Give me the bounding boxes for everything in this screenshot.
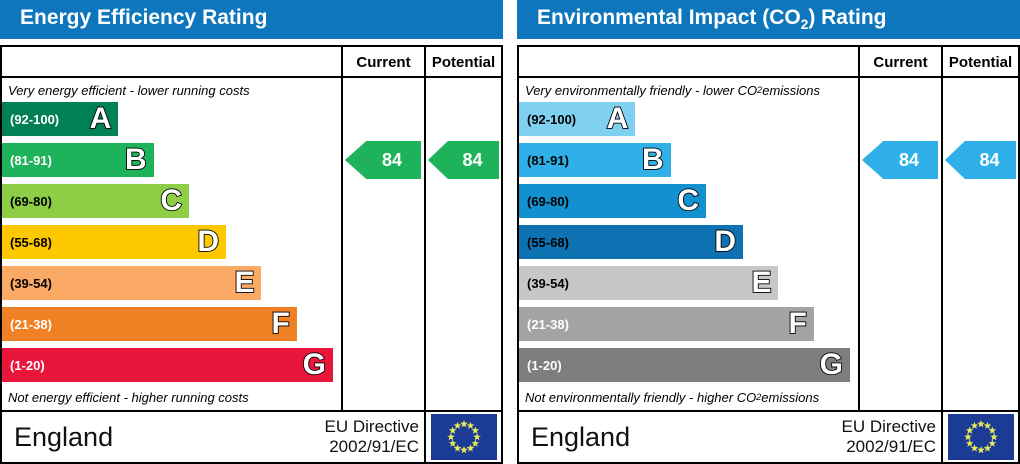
band-range: (55-68) [10,234,52,250]
band-letter: A [606,101,629,136]
potential-column-header: Potential [431,54,496,71]
eu-directive-label: EU Directive 2002/91/EC [841,416,936,456]
eu-flag-icon [430,414,497,460]
top-note: Very energy efficient - lower running co… [8,82,250,98]
band-letter: E [234,265,256,300]
chart-footer: England EU Directive 2002/91/EC [0,412,503,464]
potential-rating-arrow: 84 [428,141,499,179]
band-letter: G [819,347,844,382]
band-e: (39-54) E [2,265,262,300]
band-range: (39-54) [527,275,569,291]
band-a: (92-100) A [2,101,119,136]
potential-rating-arrow: 84 [945,141,1016,179]
band-letter: A [89,101,112,136]
current-rating-value: 84 [898,149,920,170]
current-rating-arrow: 84 [862,141,938,179]
band-f: (21-38) F [519,306,814,341]
band-range: (69-80) [10,193,52,209]
region-label: England [531,421,631,452]
flag-cell [941,412,1018,462]
band-e: (39-54) E [519,265,779,300]
band-b: (81-91) B [519,142,671,177]
band-letter: D [714,224,737,259]
environmental-impact-rating-table: Current Potential Very environmentally f… [517,45,1020,412]
energy-efficiency-rating-table: Current Potential Very energy efficient … [0,45,503,412]
band-letter: B [641,142,664,177]
column-divider [941,47,943,410]
bottom-note: Not energy efficient - higher running co… [8,389,249,405]
band-g: (1-20) G [519,347,850,382]
band-range: (81-91) [10,152,52,168]
band-range: (1-20) [10,357,45,373]
band-letter: C [159,183,183,218]
environmental-impact-title-bar: Environmental Impact (CO2) Rating [517,0,1020,39]
flag-cell [424,412,501,462]
potential-rating-value: 84 [979,149,1000,170]
potential-rating-value: 84 [462,149,483,170]
band-range: (55-68) [527,234,569,250]
band-range: (39-54) [10,275,52,291]
eu-flag-icon [947,414,1014,460]
band-range: (1-20) [527,357,562,373]
band-letter: G [302,347,327,382]
current-rating-arrow: 84 [345,141,421,179]
band-d: (55-68) D [2,224,227,259]
bottom-note: Not environmentally friendly - higher CO… [525,389,820,405]
band-range: (81-91) [527,152,569,168]
band-range: (69-80) [527,193,569,209]
table-header-row: Current Potential [519,47,1018,78]
column-divider [341,47,343,410]
energy-efficiency-title-bar: Energy Efficiency Rating [0,0,503,39]
chart-title: Environmental Impact (CO2) Rating [537,6,887,33]
band-letter: E [751,265,773,300]
energy-efficiency-rating-panel: Energy Efficiency Rating Current Potenti… [0,0,503,464]
band-letter: F [788,306,808,341]
top-note: Very environmentally friendly - lower CO… [525,82,821,98]
rating-bands: (92-100) A (81-91) B (69-80) C (55-68) D… [2,101,339,389]
band-letter: F [271,306,291,341]
band-range: (92-100) [527,111,577,127]
column-divider [424,47,426,410]
eu-directive-label: EU Directive 2002/91/EC [324,416,419,456]
rating-bands: (92-100) A (81-91) B (69-80) C (55-68) D… [519,101,856,389]
band-b: (81-91) B [2,142,154,177]
region-label: England [14,421,114,452]
column-divider [858,47,860,410]
band-c: (69-80) C [2,183,190,218]
current-column-header: Current [356,54,411,71]
band-range: (21-38) [10,316,52,332]
table-header-row: Current Potential [2,47,501,78]
potential-column-header: Potential [948,54,1013,71]
chart-title: Energy Efficiency Rating [20,6,268,30]
band-d: (55-68) D [519,224,744,259]
current-column-header: Current [873,54,928,71]
band-range: (21-38) [527,316,569,332]
band-f: (21-38) F [2,306,297,341]
band-letter: B [124,142,147,177]
chart-footer: England EU Directive 2002/91/EC [517,412,1020,464]
environmental-impact-rating-panel: Environmental Impact (CO2) Rating Curren… [517,0,1020,464]
band-letter: C [676,183,700,218]
band-range: (92-100) [10,111,60,127]
band-c: (69-80) C [519,183,707,218]
band-a: (92-100) A [519,101,636,136]
band-g: (1-20) G [2,347,333,382]
current-rating-value: 84 [381,149,403,170]
band-letter: D [197,224,220,259]
